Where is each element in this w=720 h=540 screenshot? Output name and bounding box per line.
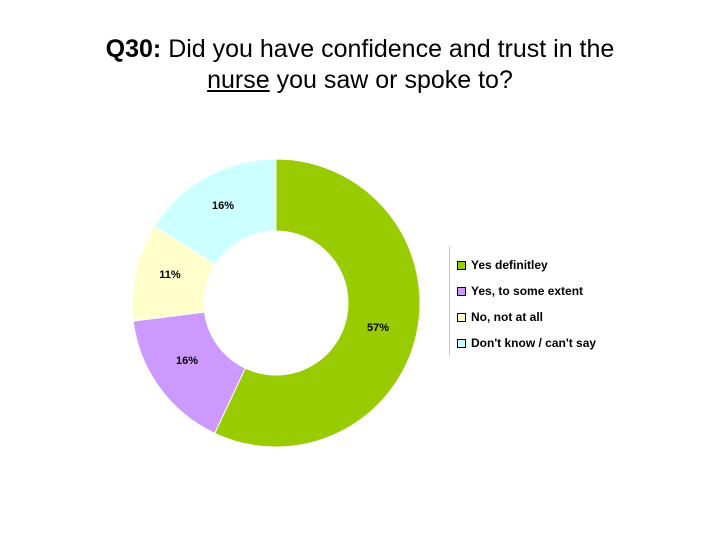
legend-swatch-4 (457, 338, 466, 348)
legend-label-2: Yes, to some extent (471, 284, 584, 298)
data-label-2: 16% (176, 355, 198, 367)
title-text-1: Did you have confidence and trust in the (161, 35, 615, 63)
donut-slice-1 (214, 158, 421, 448)
legend-label-3: No, not at all (471, 310, 543, 324)
chart-title: Q30: Did you have confidence and trust i… (0, 34, 720, 96)
title-line-2: nurse you saw or spoke to? (0, 65, 720, 96)
donut-slice-4 (153, 158, 277, 266)
legend-swatch-3 (457, 312, 466, 322)
legend-label-4: Don't know / can't say (471, 336, 597, 350)
data-label-3: 11% (159, 269, 181, 281)
legend-item-4: Don't know / can't say (457, 336, 596, 350)
title-underlined-word: nurse (207, 66, 270, 94)
chart-legend: Yes definitley Yes, to some extent No, not… (449, 246, 650, 356)
data-label-1: 57% (367, 322, 389, 334)
title-line-1: Q30: Did you have confidence and trust i… (0, 34, 720, 65)
legend-swatch-2 (457, 286, 466, 296)
legend-label-1: Yes definitley (471, 258, 548, 272)
title-text-2: you saw or spoke to? (269, 66, 513, 94)
data-label-4: 16% (212, 200, 234, 212)
question-number: Q30: (105, 35, 162, 63)
legend-swatch-1 (457, 260, 466, 270)
legend-item-2: Yes, to some extent (457, 284, 583, 298)
legend-item-1: Yes definitley (457, 258, 548, 272)
legend-item-3: No, not at all (457, 310, 543, 324)
